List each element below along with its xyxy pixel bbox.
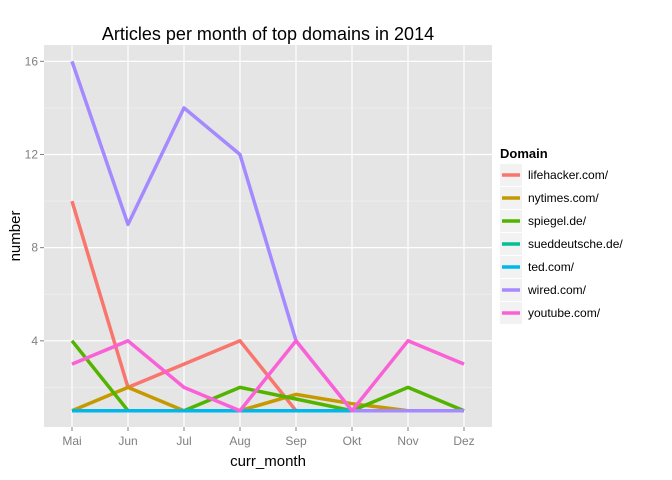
legend-label: wired.com/ [527, 283, 587, 297]
legend-label: lifehacker.com/ [528, 168, 609, 182]
series-line-wired-com [70, 60, 464, 413]
x-tick-label: Dez [453, 434, 474, 448]
legend-label: ted.com/ [528, 260, 575, 274]
x-tick-label: Okt [343, 434, 362, 448]
x-tick-label: Nov [397, 434, 418, 448]
y-tick-label: 8 [31, 241, 38, 255]
series-lines [70, 60, 465, 413]
x-tick-label: Jun [118, 434, 137, 448]
legend-label: youtube.com/ [528, 306, 601, 320]
legend: Domain lifehacker.com/nytimes.com/spiege… [500, 146, 623, 324]
legend-label: nytimes.com/ [528, 191, 599, 205]
legend-label: spiegel.de/ [528, 214, 587, 228]
y-tick-label: 16 [25, 54, 39, 68]
y-tick-label: 4 [31, 334, 38, 348]
x-tick-label: Sep [285, 434, 307, 448]
y-axis: 4 8 12 16 [25, 54, 44, 348]
chart-title: Articles per month of top domains in 201… [102, 24, 434, 44]
plot-panel [44, 45, 492, 427]
series-line-youtube-com [71, 339, 465, 413]
x-tick-label: Aug [229, 434, 250, 448]
x-axis: Mai Jun Jul Aug Sep Okt Nov Dez [62, 427, 475, 448]
legend-label: sueddeutsche.de/ [528, 237, 623, 251]
y-axis-title: number [7, 211, 24, 262]
x-axis-title: curr_month [230, 453, 306, 470]
legend-title: Domain [500, 146, 548, 161]
x-tick-label: Jul [176, 434, 191, 448]
x-tick-label: Mai [62, 434, 81, 448]
y-tick-label: 12 [25, 147, 39, 161]
